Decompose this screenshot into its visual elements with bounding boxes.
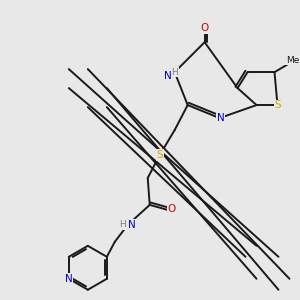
Text: N: N xyxy=(217,113,224,123)
Text: N: N xyxy=(164,71,172,81)
Text: Me: Me xyxy=(286,56,299,65)
Text: O: O xyxy=(168,204,176,214)
Text: H: H xyxy=(119,220,126,230)
Text: S: S xyxy=(156,150,163,160)
Text: S: S xyxy=(274,100,281,110)
Text: N: N xyxy=(128,220,136,230)
Text: O: O xyxy=(200,23,209,33)
Text: H: H xyxy=(171,68,178,76)
Text: N: N xyxy=(65,274,73,284)
